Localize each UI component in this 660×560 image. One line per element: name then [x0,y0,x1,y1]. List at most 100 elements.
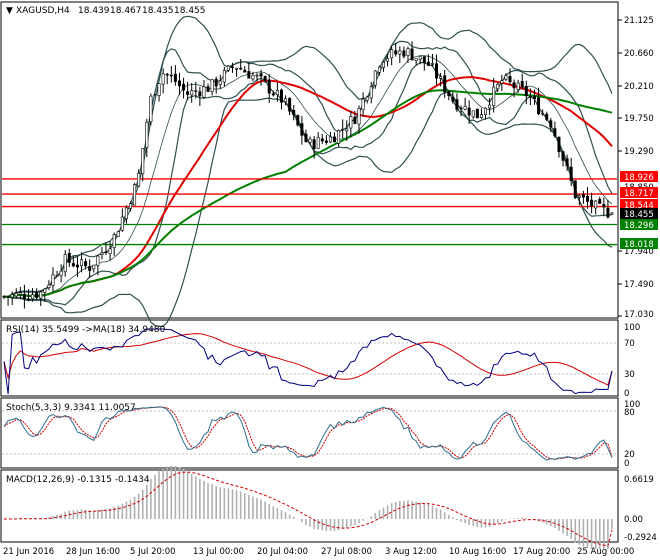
rsi-tick: 100 [624,323,640,333]
candle-body [455,99,459,110]
time-tick: 20 Jul 04:00 [257,547,308,557]
candle-body [202,86,206,98]
candle-body [247,71,251,79]
candle-body [606,207,610,218]
candle-body [231,66,235,68]
candle-body [496,83,500,90]
price-tick: 21.125 [624,16,654,26]
time-tick: 28 Jun 16:00 [66,547,120,557]
rsi-ma-line [3,333,613,386]
band-upper-line [3,15,613,298]
candle-body [594,200,598,209]
candle-body [500,80,504,84]
stoch-tick: 0 [624,459,629,469]
candle-body [569,166,573,182]
price-tag-bg [620,208,658,219]
candle-body [471,110,475,118]
band-middle-line [3,55,613,298]
candle-body [190,90,194,96]
candle-body [141,148,145,174]
candle-body [312,139,316,150]
candle-body [377,66,381,73]
candle-body [47,284,51,288]
stoch-panel-frame [0,397,619,469]
ohlc-low: 18.435 [142,6,174,16]
candle-body [26,298,30,300]
time-tick: 10 Aug 16:00 [449,547,506,557]
candle-body [328,136,332,143]
rsi-title: RSI(14) 35.5499 ->MA(18) 34.9480 [6,325,166,335]
candle-body [512,82,516,89]
candle-body [345,128,349,132]
price-tick: 17.490 [624,280,654,290]
candle-body [386,58,390,62]
macd-histogram [7,465,613,550]
candle-body [243,69,247,73]
stoch-signal-line [3,406,613,460]
candle-body [43,288,47,293]
candle-body [194,90,198,92]
price-tick: 20.210 [624,82,654,92]
candle-body [414,58,418,61]
candle-body [447,91,451,96]
time-tick: 21 Jun 2016 [3,547,54,557]
candle-body [406,48,410,56]
candle-body [63,254,67,273]
rsi-tick: 30 [624,370,635,380]
candle-body [451,96,455,102]
candle-body [251,75,255,80]
candle-body [116,231,120,237]
candle-body [161,73,165,85]
candle-body [381,61,385,68]
candle-body [35,292,39,298]
ma-red-line [3,76,613,298]
candle-body [610,212,614,215]
candle-body [10,294,14,298]
price-tags: 18.926 18.850 18.717 18.544 18.455 18.29… [620,171,658,250]
price-tag-label: 18.926 [624,173,654,183]
candle-body [430,63,434,65]
price-tag-label: 18.544 [624,201,654,211]
candle-body [222,70,226,83]
candle-body [2,296,6,298]
symbol-label: XAGUSD,H4 [16,6,70,16]
symbol-arrow-icon[interactable]: ▼ [6,6,13,16]
candle-body [279,89,283,103]
candle-body [226,65,230,71]
candle-body [308,138,312,143]
band-lower-line [3,61,613,306]
candle-body [443,75,447,93]
candle-body [18,292,22,295]
band-upper-line [3,40,613,298]
candle-body [145,121,149,149]
candle-body [206,86,210,92]
candle-body [210,79,214,92]
time-tick: 25 Aug 00:00 [577,547,634,557]
macd-signal-line [4,471,613,547]
candle-body [296,115,300,126]
price-panel-frame [0,1,619,319]
candle-body [320,138,324,142]
candle-body [439,76,443,79]
ohlc-high: 18.467 [110,6,142,16]
candle-body [84,261,88,267]
rsi-tick: 70 [624,339,635,349]
candle-body [177,80,181,87]
price-tag-label: 18.018 [624,240,654,250]
candle-body [124,207,128,219]
candle-body [288,98,292,112]
stoch-title: Stoch(5,3,3) 9.3341 11.0057 [6,403,136,413]
candle-body [80,259,84,267]
candle-body [31,294,35,300]
candle-body [39,291,43,299]
candle-body [463,105,467,110]
rsi-panel-frame [0,319,619,397]
candle-body [402,50,406,57]
macd-panel-frame [0,469,619,543]
candle-body [475,108,479,119]
candle-body [537,97,541,115]
stoch-tick: 100 [624,400,640,410]
candle-body [51,274,55,286]
price-tag-label: 18.455 [624,210,654,220]
